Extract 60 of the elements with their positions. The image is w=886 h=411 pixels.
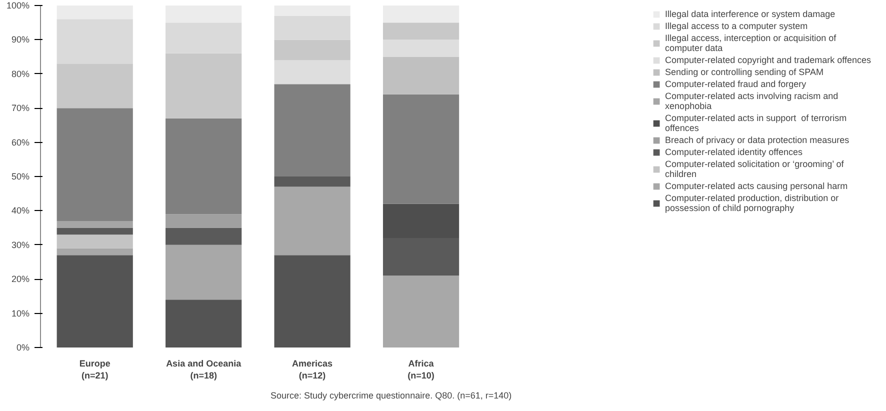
bar [274, 60, 350, 84]
legend-label: Computer-related acts in support of terrorism offences [665, 113, 847, 133]
bar [274, 176, 350, 187]
bar [166, 300, 242, 348]
bar [382, 56, 460, 94]
bar [166, 22, 242, 54]
y-tick-label: 30% [11, 240, 30, 250]
bar [166, 118, 242, 214]
bar [382, 22, 460, 40]
bar [56, 19, 133, 64]
y-tick-label: 90% [11, 34, 30, 45]
bar [274, 255, 350, 348]
y-tick-label: 60% [11, 137, 30, 148]
legend-label: Computer-related copyright and trademark offences [665, 55, 871, 65]
bar [56, 108, 133, 221]
legend-label: Computer-related fraud and forgery [665, 79, 806, 89]
y-tick-label: 80% [11, 68, 30, 79]
x-tick-label: Africa (n=10) [408, 358, 435, 380]
legend-label: Computer-related acts involving racism and xenophobia [665, 91, 838, 111]
bar [56, 64, 133, 108]
bar [274, 16, 350, 40]
bar [56, 220, 133, 228]
bar [166, 6, 242, 23]
legend-label: Computer-related production, distribution or possession of child pornography [665, 193, 839, 213]
legend-label: Illegal access to a computer system [665, 21, 808, 31]
legend-label: Breach of privacy or data protection measures [665, 135, 850, 145]
x-tick-label: Americas (n=12) [292, 358, 333, 380]
bar [56, 228, 133, 235]
y-tick-label: 40% [11, 206, 30, 216]
bar [56, 234, 133, 248]
bar [166, 214, 242, 228]
y-tick-label: 10% [11, 308, 30, 318]
y-tick-label: 50% [11, 172, 30, 182]
legend-label: Computer-related identity offences [665, 147, 802, 157]
bar [274, 6, 350, 16]
bar [56, 248, 133, 256]
bar [166, 228, 242, 245]
bar [382, 94, 460, 204]
legend-label: Illegal data interference or system damage [665, 9, 836, 19]
bar [382, 6, 460, 23]
bar [382, 276, 460, 348]
legend-label: Computer-related solicitation or ‘grooming’ of children [665, 159, 844, 179]
y-tick-label: 0% [16, 342, 30, 352]
legend-label: Sending or controlling sending of SPAM [665, 67, 824, 77]
legend-label: Computer-related acts causing personal harm [665, 181, 848, 191]
y-tick-label: 100% [6, 0, 30, 10]
bar [274, 84, 350, 176]
bar [56, 6, 133, 20]
bar [274, 186, 350, 256]
x-tick-label: Asia and Oceania (n=18) [166, 358, 242, 380]
y-tick-label: 20% [11, 274, 30, 284]
y-tick-label: 70% [11, 103, 30, 114]
source-note: Source: Study cybercrime questionnaire. Q80. (n=61, r=140) [270, 390, 512, 400]
bar [274, 40, 350, 60]
legend-label: Illegal access, interception or acquisition of computer data [665, 33, 836, 53]
bar [382, 40, 460, 57]
x-tick-label: Europe (n=21) [79, 358, 110, 380]
bar [56, 255, 133, 348]
bar [166, 244, 242, 300]
bar [166, 53, 242, 118]
